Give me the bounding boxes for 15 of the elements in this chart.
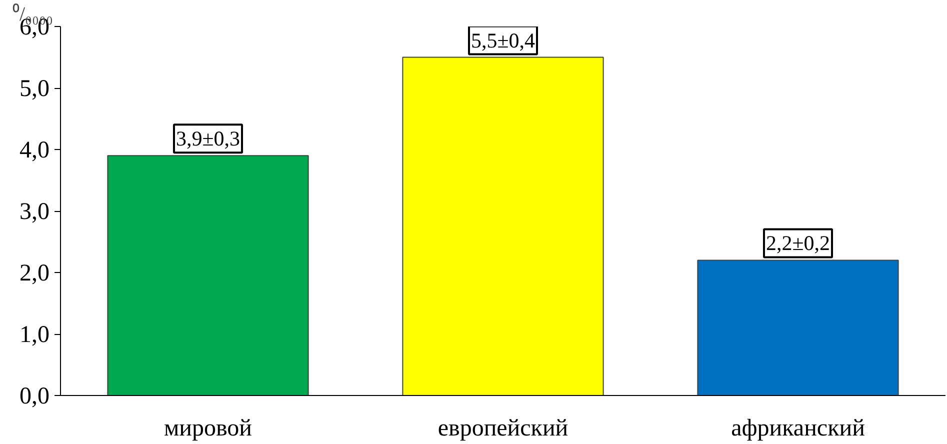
x-tick-label: мировой: [164, 416, 252, 442]
y-tick-label: 2,0: [20, 260, 50, 286]
y-tick-label: 3,0: [20, 199, 50, 225]
bar: [107, 155, 309, 396]
data-label: 5,5±0,4: [470, 28, 536, 52]
x-tick-label: европейский: [438, 416, 568, 442]
bar: [697, 260, 899, 396]
y-tick-label: 1,0: [20, 322, 50, 348]
data-label: 2,2±0,2: [766, 231, 830, 256]
y-tick-label: 0,0: [20, 384, 50, 410]
y-tick-label: 5,0: [20, 76, 50, 102]
bar: [402, 56, 604, 396]
y-tick-label: 4,0: [20, 138, 50, 164]
x-tick-label: африканский: [731, 416, 866, 442]
data-label: 3,9±0,3: [176, 126, 240, 151]
